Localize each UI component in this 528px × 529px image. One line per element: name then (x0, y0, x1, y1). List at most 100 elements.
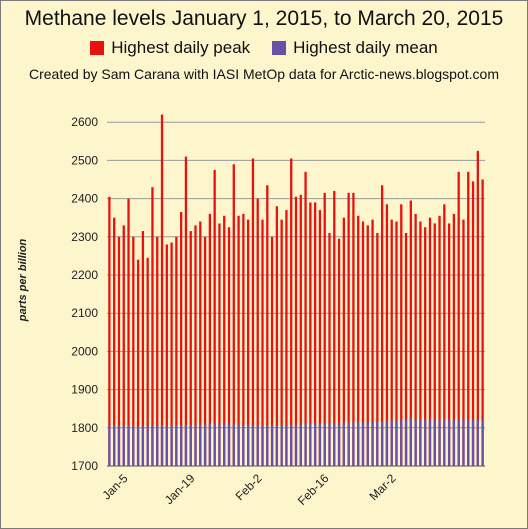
x-tick-label: Feb-16 (295, 471, 332, 508)
peak-bar (194, 225, 197, 466)
peak-bar (376, 232, 379, 466)
mean-bar (275, 425, 279, 466)
peak-bar (481, 179, 484, 466)
peak-bar (352, 192, 355, 466)
mean-bar (467, 420, 470, 466)
legend: Highest daily peak Highest daily mean (0, 38, 528, 58)
mean-bar (309, 423, 312, 466)
peak-bar (424, 227, 427, 466)
mean-bar (227, 424, 231, 466)
mean-bar (132, 425, 135, 466)
mean-bar (146, 425, 149, 466)
mean-bar (409, 417, 412, 466)
mean-bar (313, 423, 317, 466)
mean-bar (357, 422, 360, 466)
peak-bar (237, 215, 240, 466)
mean-bar (476, 419, 479, 466)
peak-bar (218, 223, 221, 466)
peak-bar (242, 213, 245, 466)
peak-bar (471, 181, 475, 466)
mean-bar (290, 425, 293, 466)
peak-bar (232, 164, 235, 466)
peak-bar (270, 236, 274, 466)
peak-bar (275, 206, 279, 467)
mean-bar (352, 422, 355, 466)
y-tick-label: 1800 (71, 421, 98, 435)
mean-bar (337, 422, 341, 466)
peak-bar (366, 225, 369, 466)
peak-bar (342, 217, 345, 466)
mean-bar (299, 424, 302, 466)
mean-bar (333, 422, 336, 466)
mean-bar (270, 425, 274, 466)
peak-bar (433, 223, 436, 466)
peak-bar (223, 215, 226, 466)
mean-bar (376, 421, 379, 466)
peak-bar (141, 231, 145, 466)
mean-bar (160, 425, 164, 466)
peak-bar (357, 215, 360, 466)
peak-bar (189, 231, 192, 466)
peak-bar (165, 244, 168, 466)
peak-bar (136, 259, 140, 466)
mean-bar (266, 425, 269, 466)
mean-bar (385, 420, 389, 466)
y-tick-label: 2600 (71, 115, 98, 129)
mean-bar (247, 424, 250, 466)
peak-bar (361, 221, 365, 466)
mean-bar (184, 424, 188, 466)
legend-label-peak: Highest daily peak (111, 38, 251, 57)
peak-bar (290, 158, 293, 467)
peak-bar (199, 221, 202, 466)
peak-bar (419, 221, 422, 466)
peak-bar (309, 202, 312, 467)
peak-bar (333, 190, 336, 466)
peak-bar (175, 236, 178, 466)
peak-bar (184, 156, 188, 466)
peak-bar (323, 192, 326, 466)
peak-bar (385, 204, 389, 466)
peak-bar (247, 219, 250, 466)
mean-bar (323, 422, 326, 466)
mean-bar (165, 426, 168, 466)
peak-bar (256, 198, 259, 466)
peak-bar (213, 169, 216, 466)
peak-bar (438, 215, 441, 466)
peak-bar (452, 213, 456, 466)
peak-bar (227, 227, 231, 466)
y-tick-label: 1700 (71, 459, 98, 473)
peak-bar (108, 196, 111, 466)
mean-bar (481, 419, 484, 466)
peak-bar (443, 204, 446, 466)
mean-bar (428, 420, 432, 466)
mean-bar (371, 421, 374, 466)
peak-bar (328, 232, 331, 466)
peak-bar (280, 219, 283, 466)
legend-item-mean: Highest daily mean (272, 38, 438, 58)
peak-bar (117, 236, 121, 466)
mean-bar (237, 424, 240, 466)
x-tick-label: Mar-2 (367, 471, 399, 503)
mean-bar (175, 425, 178, 466)
mean-bar (242, 424, 245, 466)
peak-bar (285, 210, 288, 466)
y-tick-label: 1900 (71, 383, 98, 397)
mean-bar (443, 420, 446, 466)
peak-bar (337, 238, 341, 466)
mean-bar (180, 424, 183, 466)
mean-bar (285, 425, 288, 466)
mean-bar (414, 419, 417, 466)
mean-bar (256, 425, 259, 466)
mean-bar (424, 419, 427, 466)
mean-bar (208, 423, 212, 466)
peak-bar (390, 219, 393, 466)
mean-bar (457, 420, 460, 466)
mean-bar (304, 423, 307, 466)
mean-bar (447, 419, 451, 466)
mean-bar (151, 425, 154, 466)
mean-bar (328, 422, 331, 466)
mean-bar (194, 425, 197, 466)
mean-bar (342, 422, 345, 466)
peak-bar (127, 198, 130, 466)
